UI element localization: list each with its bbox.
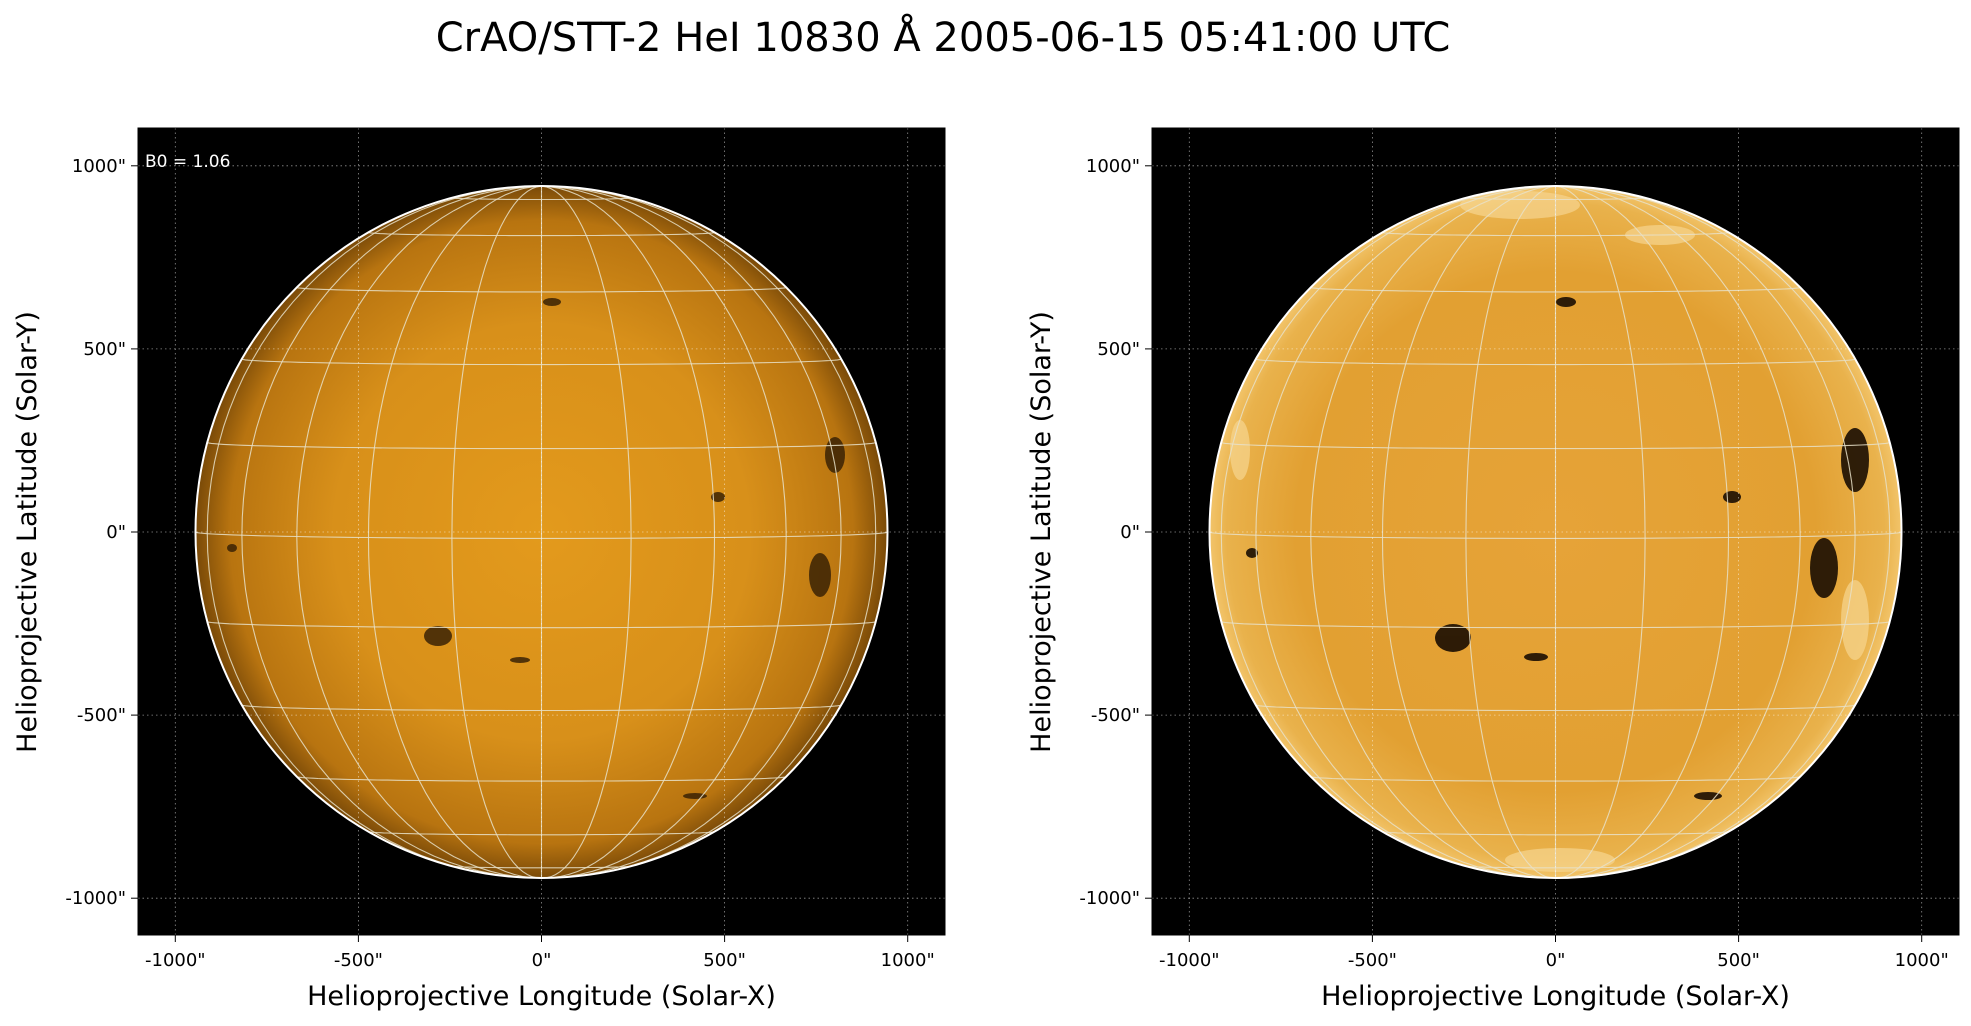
bright-features-right [1230, 191, 1869, 872]
solar-limb [1208, 185, 1903, 879]
dark-features-right [1246, 297, 1869, 800]
y-tick-label: -500" [77, 705, 126, 726]
x-tick-label: -1000" [145, 950, 206, 971]
figure-title: CrAO/STT-2 HeI 10830 Å 2005-06-15 05:41:… [435, 15, 1451, 61]
x-ticks-right: -1000" -500" 0" 500" 1000" [1159, 935, 1949, 971]
y-tick-label: -500" [1091, 705, 1140, 726]
x-tick-label: 1000" [881, 950, 935, 971]
x-axis-label-right: Helioprojective Longitude (Solar-X) [1321, 981, 1790, 1012]
y-tick-label: 1000" [72, 156, 126, 177]
b0-annotation: B0 = 1.06 [145, 152, 230, 172]
y-ticks-left: 1000" 500" 0" -500" -1000" [65, 156, 138, 909]
x-tick-label: 0" [532, 950, 552, 971]
x-axis-label-left: Helioprojective Longitude (Solar-X) [307, 981, 776, 1012]
y-tick-label: 500" [83, 339, 126, 360]
x-tick-label: 1000" [1895, 950, 1949, 971]
dark-features-left [227, 298, 845, 799]
x-tick-label: 0" [1546, 950, 1566, 971]
x-tick-label: -1000" [1159, 950, 1220, 971]
y-axis-label-left: Helioprojective Latitude (Solar-Y) [12, 311, 43, 753]
y-tick-label: 1000" [1086, 156, 1140, 177]
y-tick-label: -1000" [1079, 888, 1140, 909]
y-tick-label: 500" [1097, 339, 1140, 360]
x-tick-label: 500" [1717, 950, 1760, 971]
y-tick-label: 0" [1120, 522, 1140, 543]
x-ticks-left: -1000" -500" 0" 500" 1000" [145, 935, 935, 971]
x-tick-label: -500" [334, 950, 383, 971]
y-ticks-right: 1000" 500" 0" -500" -1000" [1079, 156, 1152, 909]
x-tick-label: -500" [1348, 950, 1397, 971]
panel-left: B0 = 1.06 -1000" -500" 0" 500" 1000" 1000" 50… [12, 127, 946, 1012]
x-tick-label: 500" [703, 950, 746, 971]
y-tick-label: 0" [106, 522, 126, 543]
y-axis-label-right: Helioprojective Latitude (Solar-Y) [1026, 311, 1057, 753]
y-tick-label: -1000" [65, 888, 126, 909]
panel-right: -1000" -500" 0" 500" 1000" 1000"500"0"-500"-… [1026, 127, 1960, 1012]
solar-limb [194, 185, 889, 879]
